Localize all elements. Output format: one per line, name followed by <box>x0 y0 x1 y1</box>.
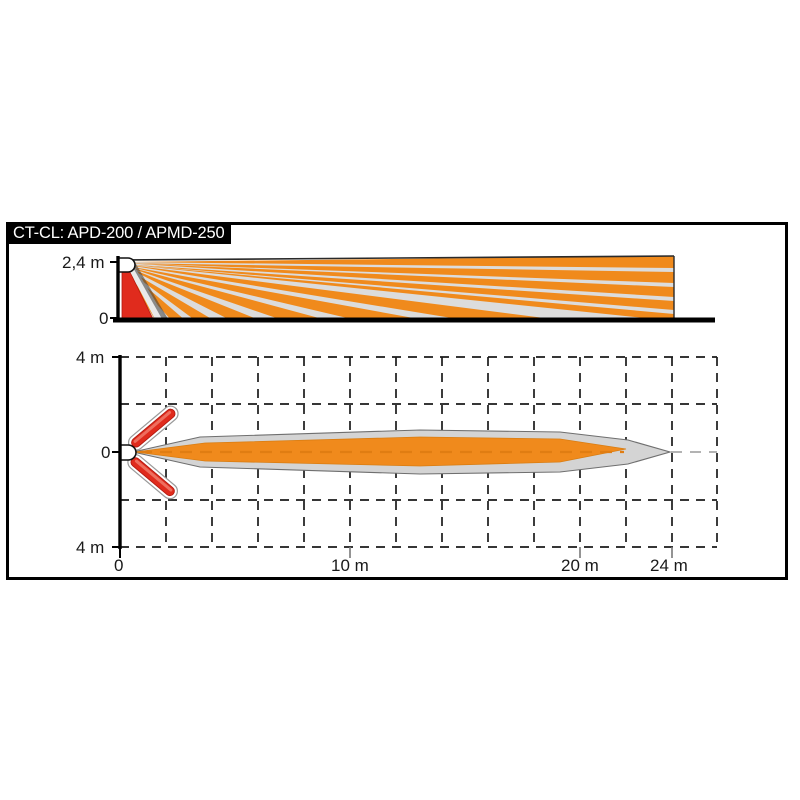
beam-wedge <box>122 265 262 321</box>
beam-wedge <box>122 263 674 297</box>
plan-xlabel-10m: 10 m <box>331 556 369 575</box>
plan-ylabel-top-4m: 4 m <box>76 348 105 367</box>
side-beam-upper <box>127 405 179 451</box>
side-ylabel-2-4m: 2,4 m <box>62 253 105 272</box>
beam-wedge <box>122 263 674 283</box>
beam-wedge <box>122 266 215 321</box>
beam-wedge <box>122 264 560 321</box>
plan-xlabel-24m: 24 m <box>650 556 688 575</box>
beam-wedge <box>122 264 674 310</box>
sensor-housing-side <box>117 257 136 273</box>
detection-fan-side <box>121 256 674 321</box>
sensor-housing-plan <box>119 444 137 461</box>
page-title: CT-CL: APD-200 / APMD-250 <box>13 223 225 242</box>
plan-ylabel-bottom-4m: 4 m <box>76 538 105 557</box>
plan-grid <box>120 356 718 548</box>
title-bar: CT-CL: APD-200 / APMD-250 <box>6 222 232 244</box>
beam-wedge <box>122 256 674 268</box>
beam-wedge <box>122 264 674 321</box>
plan-xlabel-0: 0 <box>114 556 124 575</box>
plan-ylabel-0: 0 <box>101 443 111 462</box>
red-zone-edge-line <box>131 264 168 319</box>
fan-top-edge <box>123 255 675 261</box>
plan-xlabel-20m: 20 m <box>561 556 599 575</box>
side-ylabel-0: 0 <box>99 309 109 328</box>
beam-wedge <box>122 265 330 321</box>
beam-wedge <box>122 265 430 321</box>
